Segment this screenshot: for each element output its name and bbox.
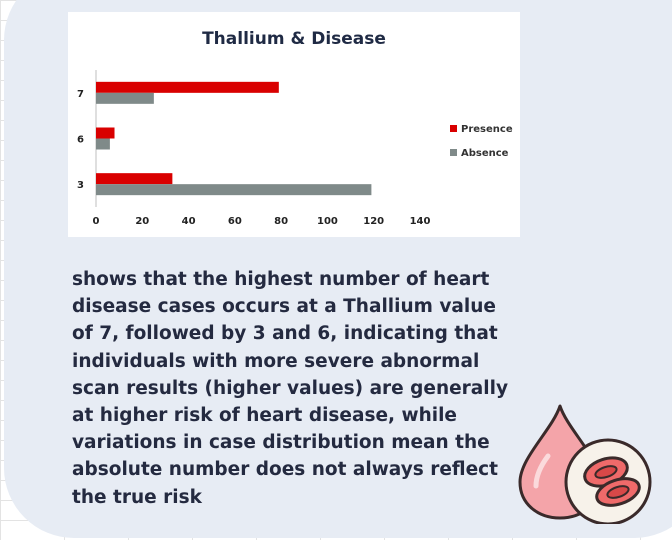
x-tick-label: 60 [228, 216, 242, 227]
bar-presence-6 [96, 127, 115, 139]
bar-absence-3 [96, 184, 372, 196]
bar-presence-3 [96, 173, 173, 185]
chart-legend: Presence Absence [450, 124, 513, 159]
x-tick-label: 100 [317, 216, 338, 227]
legend-swatch-absence [450, 149, 457, 156]
x-tick-label: 40 [182, 216, 196, 227]
chart-panel: Thallium & Disease 0 20 40 60 80 100 120 140 3 6 7… [68, 12, 520, 237]
chart-title: Thallium & Disease [202, 29, 386, 49]
y-category-label: 7 [77, 89, 84, 100]
plot-area: 0 20 40 60 80 100 120 140 3 6 7 [77, 70, 430, 227]
bar-absence-6 [96, 138, 110, 150]
bar-absence-7 [96, 92, 154, 104]
bar-presence-7 [96, 81, 279, 93]
blood-drop-with-blood-cells-icon [518, 404, 652, 524]
legend-swatch-presence [450, 125, 457, 132]
x-tick-label: 120 [363, 216, 384, 227]
x-tick-label: 20 [135, 216, 149, 227]
caption-text: shows that the highest number of heart d… [72, 269, 509, 508]
legend-label-absence: Absence [461, 148, 509, 159]
x-tick-label: 140 [410, 216, 431, 227]
y-category-label: 3 [77, 180, 84, 191]
x-tick-label: 0 [93, 216, 100, 227]
y-category-label: 6 [77, 135, 84, 146]
bar-chart: Thallium & Disease 0 20 40 60 80 100 120 140 3 6 7… [77, 29, 513, 227]
x-tick-label: 80 [274, 216, 288, 227]
legend-label-presence: Presence [461, 124, 513, 135]
